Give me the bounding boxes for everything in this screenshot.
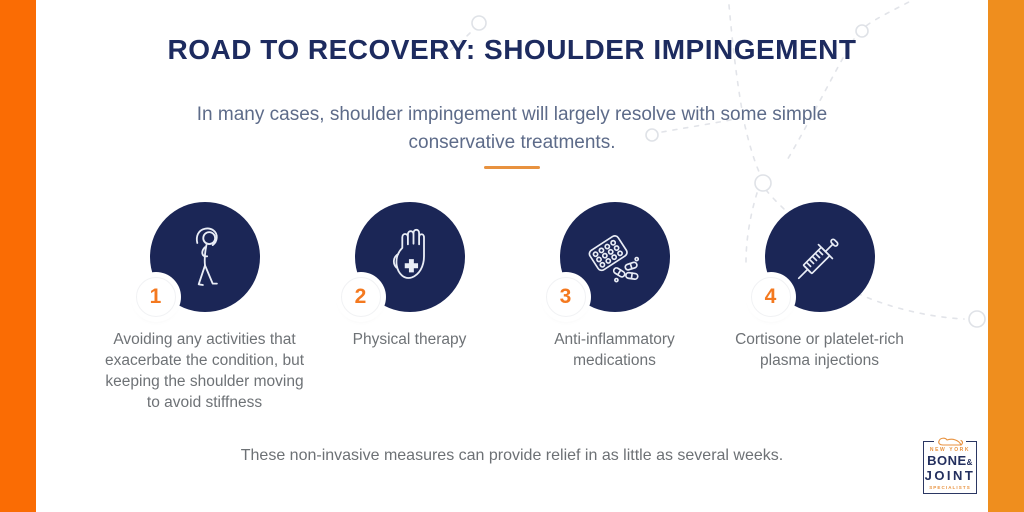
right-accent-bar: [988, 0, 1024, 512]
step-1-caption: Avoiding any activities that exacerbate …: [104, 331, 305, 411]
accent-divider: [484, 166, 540, 169]
step-2-number-badge: 2: [340, 277, 381, 317]
step-4-caption: Cortisone or platelet-rich plasma inject…: [735, 331, 904, 369]
logo-specialists: SPECIALISTS: [929, 485, 971, 490]
stretching-person-icon: [195, 227, 218, 286]
left-accent-bar: [0, 0, 36, 512]
treatment-steps: 1 Avoiding any activities that exacerbat…: [36, 202, 988, 413]
logo-bone-line: BONE&: [924, 453, 976, 469]
step-1-number-badge: 1: [135, 277, 176, 317]
logo-joint-line: JOINT: [924, 468, 976, 483]
footer-note: These non-invasive measures can provide …: [240, 447, 784, 464]
step-3-number-badge: 3: [545, 277, 586, 317]
step-number: 3: [559, 285, 572, 308]
logo-ampersand: &: [966, 458, 973, 467]
step-3-circle: [559, 202, 670, 312]
step-number: 1: [149, 285, 162, 308]
subtitle: In many cases, shoulder impingement will…: [196, 104, 828, 153]
step-2: 2 Physical therapy: [307, 202, 512, 413]
step-4-number-badge: 4: [750, 277, 791, 317]
therapy-hand-icon: [392, 228, 425, 279]
medications-icon: [588, 235, 639, 283]
step-3-caption: Anti-inflammatory medications: [554, 331, 675, 369]
step-2-caption: Physical therapy: [352, 331, 467, 348]
step-3: 3 Anti-inflammatory medications: [512, 202, 717, 413]
logo-frame: NEW YORK BONE& JOINT SPECIALISTS: [923, 434, 977, 494]
step-number: 2: [354, 285, 367, 308]
step-number: 4: [764, 285, 777, 308]
logo-bone-text: BONE: [927, 453, 967, 468]
syringe-icon: [797, 238, 839, 280]
step-4: 4 Cortisone or platelet-rich plasma inje…: [717, 202, 922, 413]
brand-logo: NEW YORK BONE& JOINT SPECIALISTS: [918, 430, 982, 496]
page-title: ROAD TO RECOVERY: SHOULDER IMPINGEMENT: [167, 34, 857, 65]
lion-icon: [934, 434, 966, 447]
logo-region: NEW YORK: [929, 447, 971, 453]
step-1: 1 Avoiding any activities that exacerbat…: [102, 202, 307, 413]
